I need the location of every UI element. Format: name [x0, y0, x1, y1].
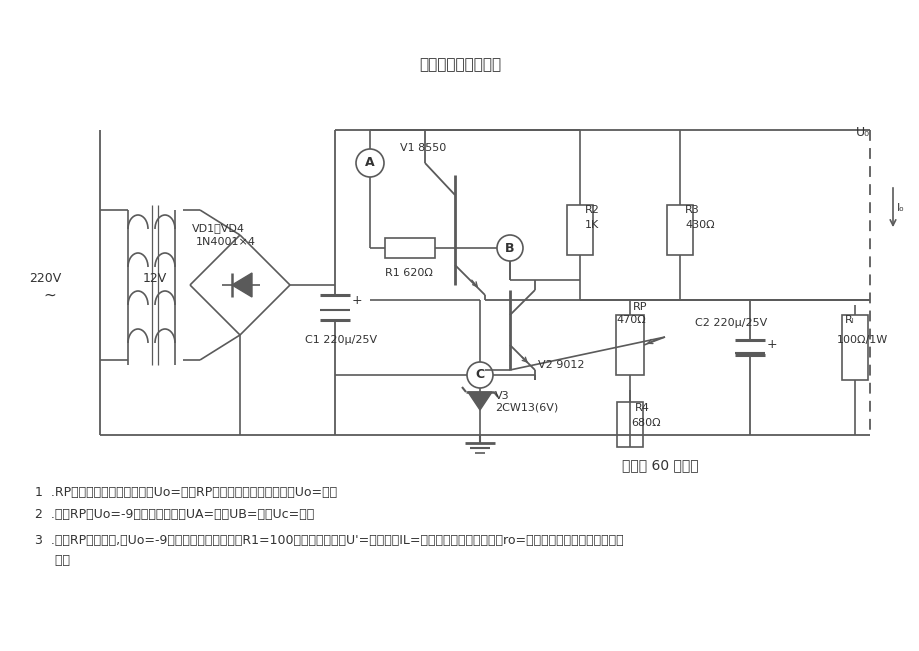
Text: 1N4001×4: 1N4001×4 [196, 237, 255, 247]
Bar [384, 238, 435, 258]
Text: V3: V3 [494, 391, 509, 401]
Bar [666, 205, 692, 255]
Text: A: A [365, 156, 374, 169]
Text: C2 220μ/25V: C2 220μ/25V [694, 318, 766, 328]
Text: R4: R4 [634, 403, 649, 413]
Text: 430Ω: 430Ω [685, 220, 714, 230]
Text: B: B [505, 242, 515, 255]
Text: R2: R2 [584, 205, 599, 215]
Text: ~: ~ [43, 288, 56, 303]
Text: 470Ω: 470Ω [616, 315, 645, 325]
Polygon shape [468, 392, 492, 410]
Text: 220V: 220V [28, 271, 61, 284]
Text: 1K: 1K [584, 220, 598, 230]
Polygon shape [232, 273, 252, 297]
Text: Rₗ: Rₗ [844, 315, 854, 325]
Text: R3: R3 [685, 205, 699, 215]
Text: 100Ω/1W: 100Ω/1W [836, 335, 887, 345]
Text: C: C [475, 368, 484, 381]
Text: 3  .保持RP在空载时,使Uo=-9伏的位置不动。再接上R1=100欧的负载，测量U'=伏；计算IL=安；计算稳压源等效内阻ro=欧。（要求写出计算过程与公: 3 .保持RP在空载时,使Uo=-9伏的位置不动。再接上R1=100欧的负载，测… [35, 534, 623, 546]
Text: U₀: U₀ [855, 126, 869, 139]
Text: 2  .调节RP使Uo=-9伏时（空载），UA=伏；UB=伏；Uc=伏；: 2 .调节RP使Uo=-9伏时（空载），UA=伏；UB=伏；Uc=伏； [35, 508, 314, 521]
Text: Iₒ: Iₒ [896, 203, 904, 213]
Bar [617, 402, 642, 447]
Text: +: + [352, 294, 362, 307]
Text: 12V: 12V [142, 271, 167, 284]
Bar [841, 315, 867, 380]
Text: 680Ω: 680Ω [630, 418, 660, 428]
Text: 串喊型直流稳压电路: 串喊型直流稳压电路 [418, 57, 501, 72]
Text: RP: RP [632, 302, 647, 312]
Text: 2CW13(6V): 2CW13(6V) [494, 403, 558, 413]
Text: 1  .RP中心抽头调至最下端时，Uo=伏；RP中心抽头调至最下端时，Uo=伏；: 1 .RP中心抽头调至最下端时，Uo=伏；RP中心抽头调至最下端时，Uo=伏； [35, 486, 336, 499]
Bar [566, 205, 593, 255]
Text: 式）: 式） [35, 553, 70, 566]
Text: （时间 60 分钟）: （时间 60 分钟） [621, 458, 698, 472]
Text: C1 220μ/25V: C1 220μ/25V [305, 335, 377, 345]
Text: V1 8550: V1 8550 [400, 143, 446, 153]
Bar [616, 315, 643, 375]
Text: R1 620Ω: R1 620Ω [384, 268, 433, 278]
Text: V2 9012: V2 9012 [538, 360, 584, 370]
Text: +: + [766, 339, 777, 352]
Text: VD1～VD4: VD1～VD4 [192, 223, 244, 233]
